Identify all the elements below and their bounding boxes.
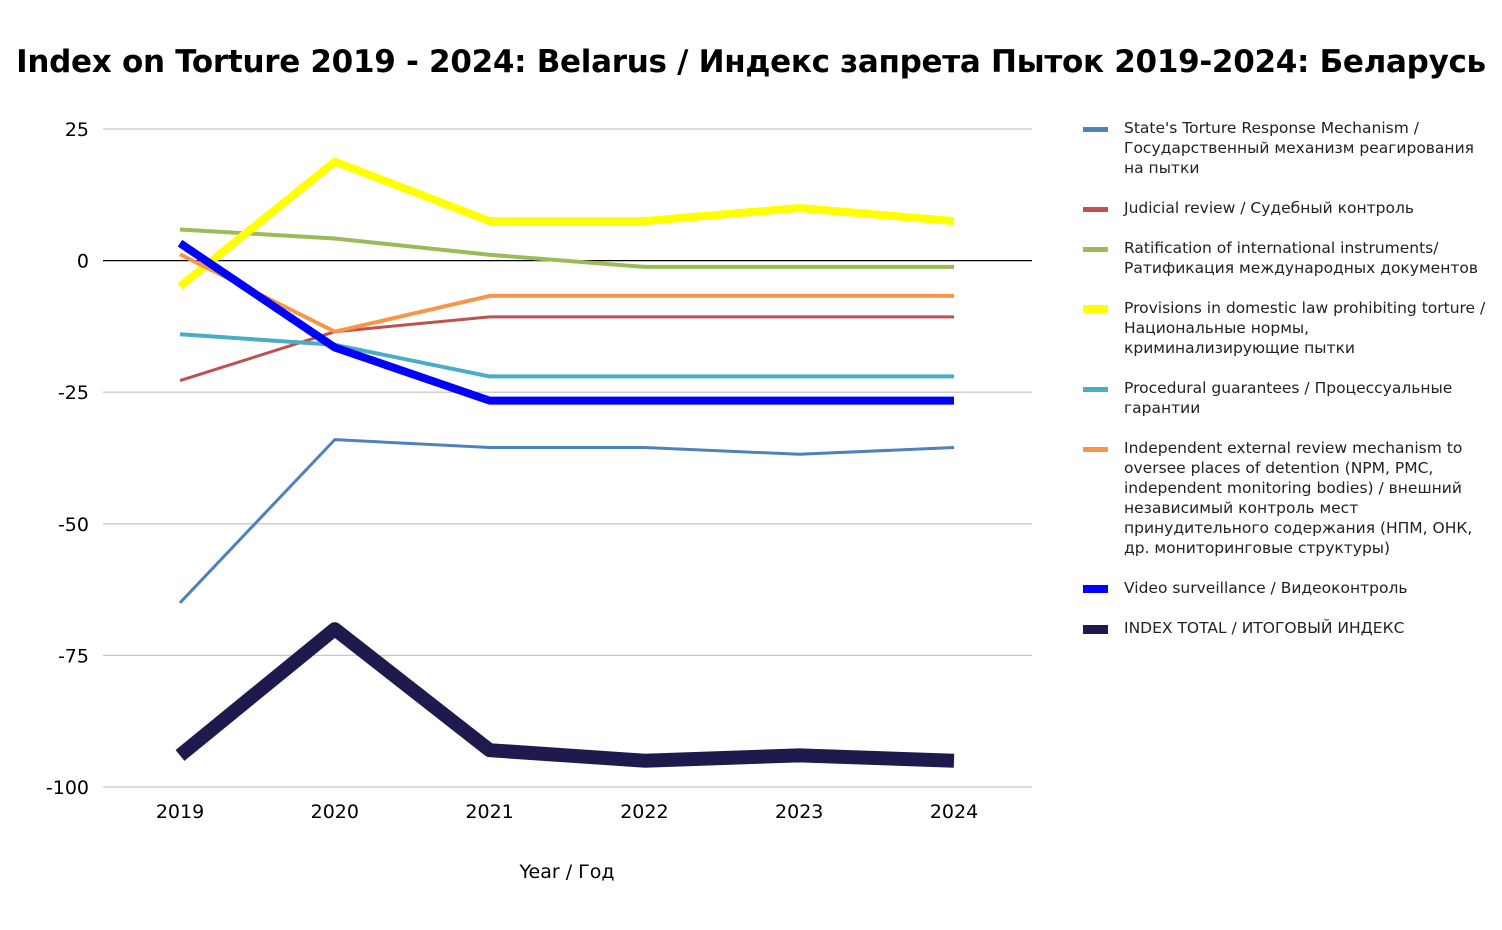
legend-label: Procedural guarantees / Процессуальные г… — [1124, 379, 1453, 417]
series-line-3 — [177, 157, 955, 290]
legend-item: Provisions in domestic law prohibiting t… — [1083, 298, 1488, 358]
series-line-5 — [179, 252, 954, 334]
legend-swatch — [1083, 206, 1108, 212]
legend-item: Procedural guarantees / Процессуальные г… — [1083, 378, 1488, 418]
legend-swatch — [1083, 585, 1108, 593]
chart-title: Index on Torture 2019 - 2024: Belarus / … — [16, 44, 1486, 80]
legend-item: State's Torture Response Mechanism / Гос… — [1083, 118, 1488, 178]
legend-swatch — [1083, 305, 1108, 313]
series-line-6 — [177, 239, 954, 405]
legend-label: Independent external review mechanism to… — [1124, 439, 1473, 557]
legend-item: Independent external review mechanism to… — [1083, 438, 1488, 558]
legend-label: Provisions in domestic law prohibiting t… — [1124, 299, 1486, 357]
x-axis-title: Year / Год — [518, 861, 614, 883]
x-tick-label: 2019 — [156, 801, 204, 823]
legend-swatch — [1083, 386, 1108, 392]
y-axis-ticks: 25 0 -25 -50 -75 -100 — [46, 119, 89, 799]
gridlines — [103, 128, 1032, 788]
legend-item: Judicial review / Судебный контроль — [1083, 198, 1488, 218]
y-tick-label: 25 — [65, 119, 89, 141]
legend-item: Video surveillance / Видеоконтроль — [1083, 578, 1488, 598]
series-line-0 — [178, 438, 955, 604]
legend-label: Judicial review / Судебный контроль — [1124, 199, 1414, 217]
legend: State's Torture Response Mechanism / Гос… — [1083, 118, 1488, 658]
legend-item: INDEX TOTAL / ИТОГОВЫЙ ИНДЕКС — [1083, 618, 1488, 638]
x-tick-label: 2023 — [775, 801, 823, 823]
legend-swatch — [1083, 624, 1108, 634]
legend-label: Ratification of international instrument… — [1124, 239, 1478, 277]
x-tick-label: 2024 — [930, 801, 978, 823]
y-tick-label: -50 — [58, 514, 89, 536]
y-tick-label: -75 — [58, 645, 89, 667]
legend-label: INDEX TOTAL / ИТОГОВЫЙ ИНДЕКС — [1124, 619, 1405, 637]
x-tick-label: 2020 — [311, 801, 359, 823]
x-tick-label: 2021 — [465, 801, 513, 823]
series-line-7 — [175, 622, 955, 768]
series-line-4 — [179, 332, 954, 379]
x-tick-label: 2022 — [620, 801, 668, 823]
legend-swatch — [1083, 126, 1108, 132]
series-line-1 — [179, 315, 954, 383]
y-tick-label: 0 — [77, 251, 89, 273]
y-tick-label: -25 — [58, 382, 89, 404]
series-lines — [175, 157, 955, 768]
series-line-2 — [179, 227, 954, 269]
legend-swatch — [1083, 446, 1108, 452]
y-tick-label: -100 — [46, 777, 89, 799]
x-axis-ticks: 2019 2020 2021 2022 2023 2024 — [156, 801, 978, 823]
legend-swatch — [1083, 246, 1108, 252]
legend-label: State's Torture Response Mechanism / Гос… — [1124, 119, 1474, 177]
legend-item: Ratification of international instrument… — [1083, 238, 1488, 278]
legend-label: Video surveillance / Видеоконтроль — [1124, 579, 1408, 597]
